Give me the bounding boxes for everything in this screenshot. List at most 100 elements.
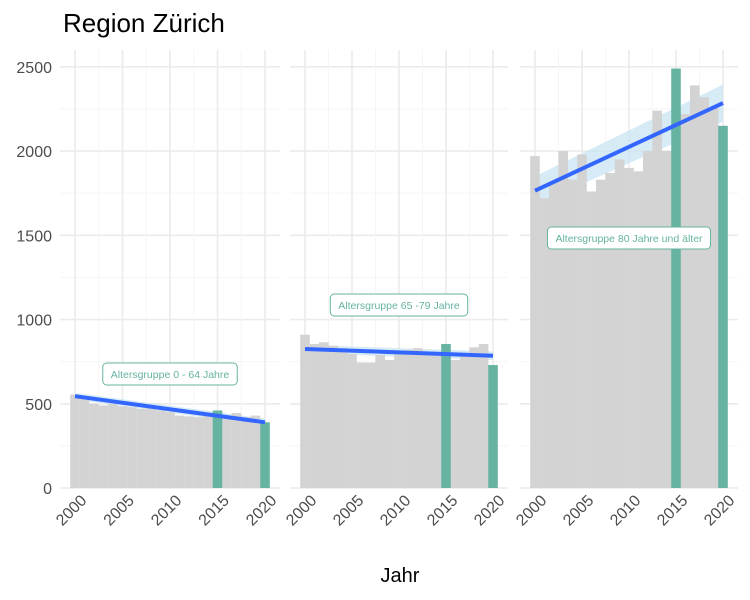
bar [203,415,213,488]
bar [624,167,634,488]
x-tick-label: 2015 [196,492,233,529]
panel-label-box [546,226,712,250]
bar [184,416,194,488]
x-tick-label: 2000 [53,492,90,529]
bar [309,343,320,488]
bar [117,406,128,488]
highlight-bar [260,422,270,488]
panel-label: Altersgruppe 65 -79 Jahre [329,293,469,317]
bar [633,171,644,489]
bar [347,354,357,488]
bar [699,97,709,489]
x-tick-label: 2020 [471,492,508,529]
bar [567,179,578,488]
bar [431,353,442,488]
y-tick-label: 2500 [16,60,52,77]
bar [337,348,348,488]
bar [577,154,587,488]
bar [356,362,367,488]
bar [146,407,156,488]
bar [450,359,461,488]
bar [319,342,329,488]
bar [89,403,99,488]
bar [70,394,80,488]
bar [375,354,385,488]
bar [549,181,559,488]
bar [300,334,310,488]
bar [193,417,204,488]
bar [690,85,700,488]
x-tick-label: 2015 [654,492,691,529]
panel-label-layer: Altersgruppe 0 - 64 Jahre Altersgruppe 65… [102,226,712,386]
bar [231,413,242,488]
x-tick-label: 2005 [560,492,597,529]
bar [328,345,338,488]
bar [478,343,489,488]
bar [596,179,606,488]
y-axis: 0 500 1000 1500 2000 2500 [16,60,52,498]
bar [530,156,540,488]
y-tick-label: 1500 [16,228,52,245]
bar [460,353,470,488]
y-tick-label: 500 [25,397,52,414]
trend-line [304,347,494,358]
trend-line [534,101,724,193]
panel-label-text: Altersgruppe 0 - 64 Jahre [111,369,230,381]
x-tick-label: 2005 [101,492,138,529]
bar [98,405,109,488]
bar [652,110,662,489]
bar [127,407,137,488]
trend-line [74,394,266,425]
bar [614,159,625,488]
panel-label-box [329,293,469,317]
bar [394,353,404,488]
y-tick-label: 2000 [16,144,52,161]
x-tick-label: 2005 [330,492,367,529]
panel-label: Altersgruppe 80 Jahre und älter [546,226,712,250]
bar [384,359,395,488]
panel-label-box [102,362,238,386]
x-tick-label: 2020 [701,492,738,529]
bar [403,349,414,488]
trend-line-layer [74,68,728,489]
bar [79,398,90,488]
x-tick-label: 2000 [513,492,550,529]
bar [586,191,597,488]
x-tick-label: 2015 [424,492,461,529]
x-tick-label: 2010 [607,492,644,529]
highlight-bar [488,365,498,488]
bar [422,351,432,488]
panel-label-text: Altersgruppe 65 -79 Jahre [338,300,460,312]
highlight-bar [212,410,223,488]
bar [366,362,376,488]
bar-layer [70,85,719,489]
panel-label-text: Altersgruppe 80 Jahre und älter [555,233,703,245]
x-tick-label: 2010 [148,492,185,529]
bar [469,347,479,488]
bar [136,408,147,488]
highlight-bar [671,68,681,489]
bar [241,417,251,488]
highlight-bar [718,125,728,489]
y-tick-label: 0 [43,481,52,498]
bar [155,410,166,488]
bar [680,114,691,488]
bar [108,403,118,488]
y-tick-label: 1000 [16,313,52,330]
bar [708,107,719,489]
highlight-bar [441,343,451,488]
chart-title: Region Zürich [63,8,225,38]
bar [165,412,175,488]
panel-label: Altersgruppe 0 - 64 Jahre [102,362,238,386]
x-axis-title: Jahr [381,565,420,587]
x-axis: 2000 2005 2010 2015 2020 2000 2005 2010 2015 2020… [53,492,738,529]
bar [605,172,615,488]
bar [643,151,653,489]
bar [222,418,232,488]
bar [539,198,550,488]
x-tick-label: 2000 [283,492,320,529]
bar [174,415,185,488]
bar [558,151,568,489]
bar [250,415,261,488]
